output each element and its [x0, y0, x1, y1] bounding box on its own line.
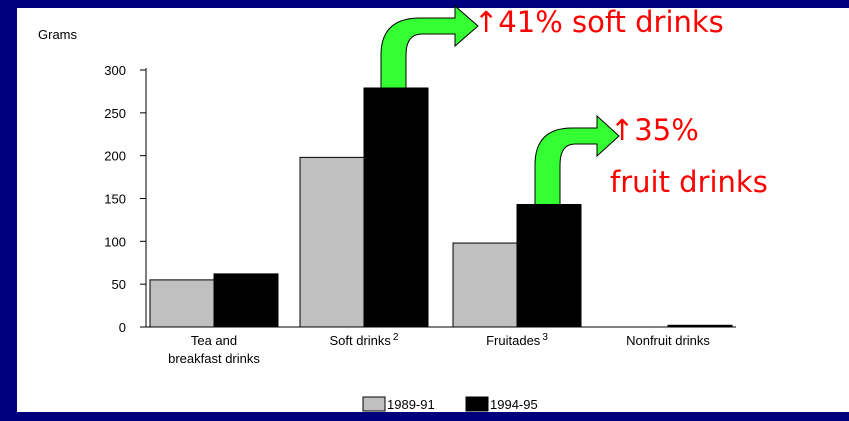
x-tick-label: Nonfruit drinks — [626, 333, 710, 348]
x-tick-label: Fruitades 3 — [486, 332, 548, 348]
x-tick-label-line: Nonfruit drinks — [626, 333, 710, 348]
annotation: ↑35% — [610, 113, 699, 147]
legend-swatch — [362, 396, 386, 412]
bar — [213, 273, 279, 328]
bar — [516, 203, 582, 328]
x-tick-label: breakfast drinks — [168, 351, 260, 366]
y-tick-label: 50 — [112, 277, 126, 292]
footnote-mark: 3 — [542, 332, 548, 343]
y-tick-label: 250 — [104, 106, 126, 121]
x-tick-label: Tea and — [191, 333, 237, 348]
x-tick-label-line: breakfast drinks — [168, 351, 260, 366]
annotation: ↑41% soft drinks — [474, 5, 724, 39]
bar — [299, 156, 365, 328]
x-tick-label-line: Tea and — [191, 333, 237, 348]
arrow — [380, 4, 479, 91]
bar — [452, 242, 518, 328]
x-tick-label-line: Soft drinks — [330, 333, 392, 348]
y-tick-label: 300 — [104, 63, 126, 78]
x-tick-label: Soft drinks 2 — [330, 332, 399, 348]
bar — [363, 87, 429, 328]
footnote-mark: 2 — [393, 332, 399, 343]
legend-label: 1989-91 — [387, 397, 435, 412]
x-tick-label-line: Fruitades — [486, 333, 541, 348]
y-tick-label: 200 — [104, 149, 126, 164]
annotation: fruit drinks — [610, 165, 768, 199]
y-tick-label: 0 — [119, 320, 126, 335]
legend-label: 1994-95 — [490, 397, 538, 412]
legend-swatch — [465, 396, 489, 412]
chart-background — [17, 8, 849, 412]
arrow — [534, 114, 620, 206]
y-axis-label: Grams — [38, 27, 78, 42]
y-tick-label: 100 — [104, 234, 126, 249]
bar — [149, 279, 215, 328]
y-tick-label: 150 — [104, 192, 126, 207]
